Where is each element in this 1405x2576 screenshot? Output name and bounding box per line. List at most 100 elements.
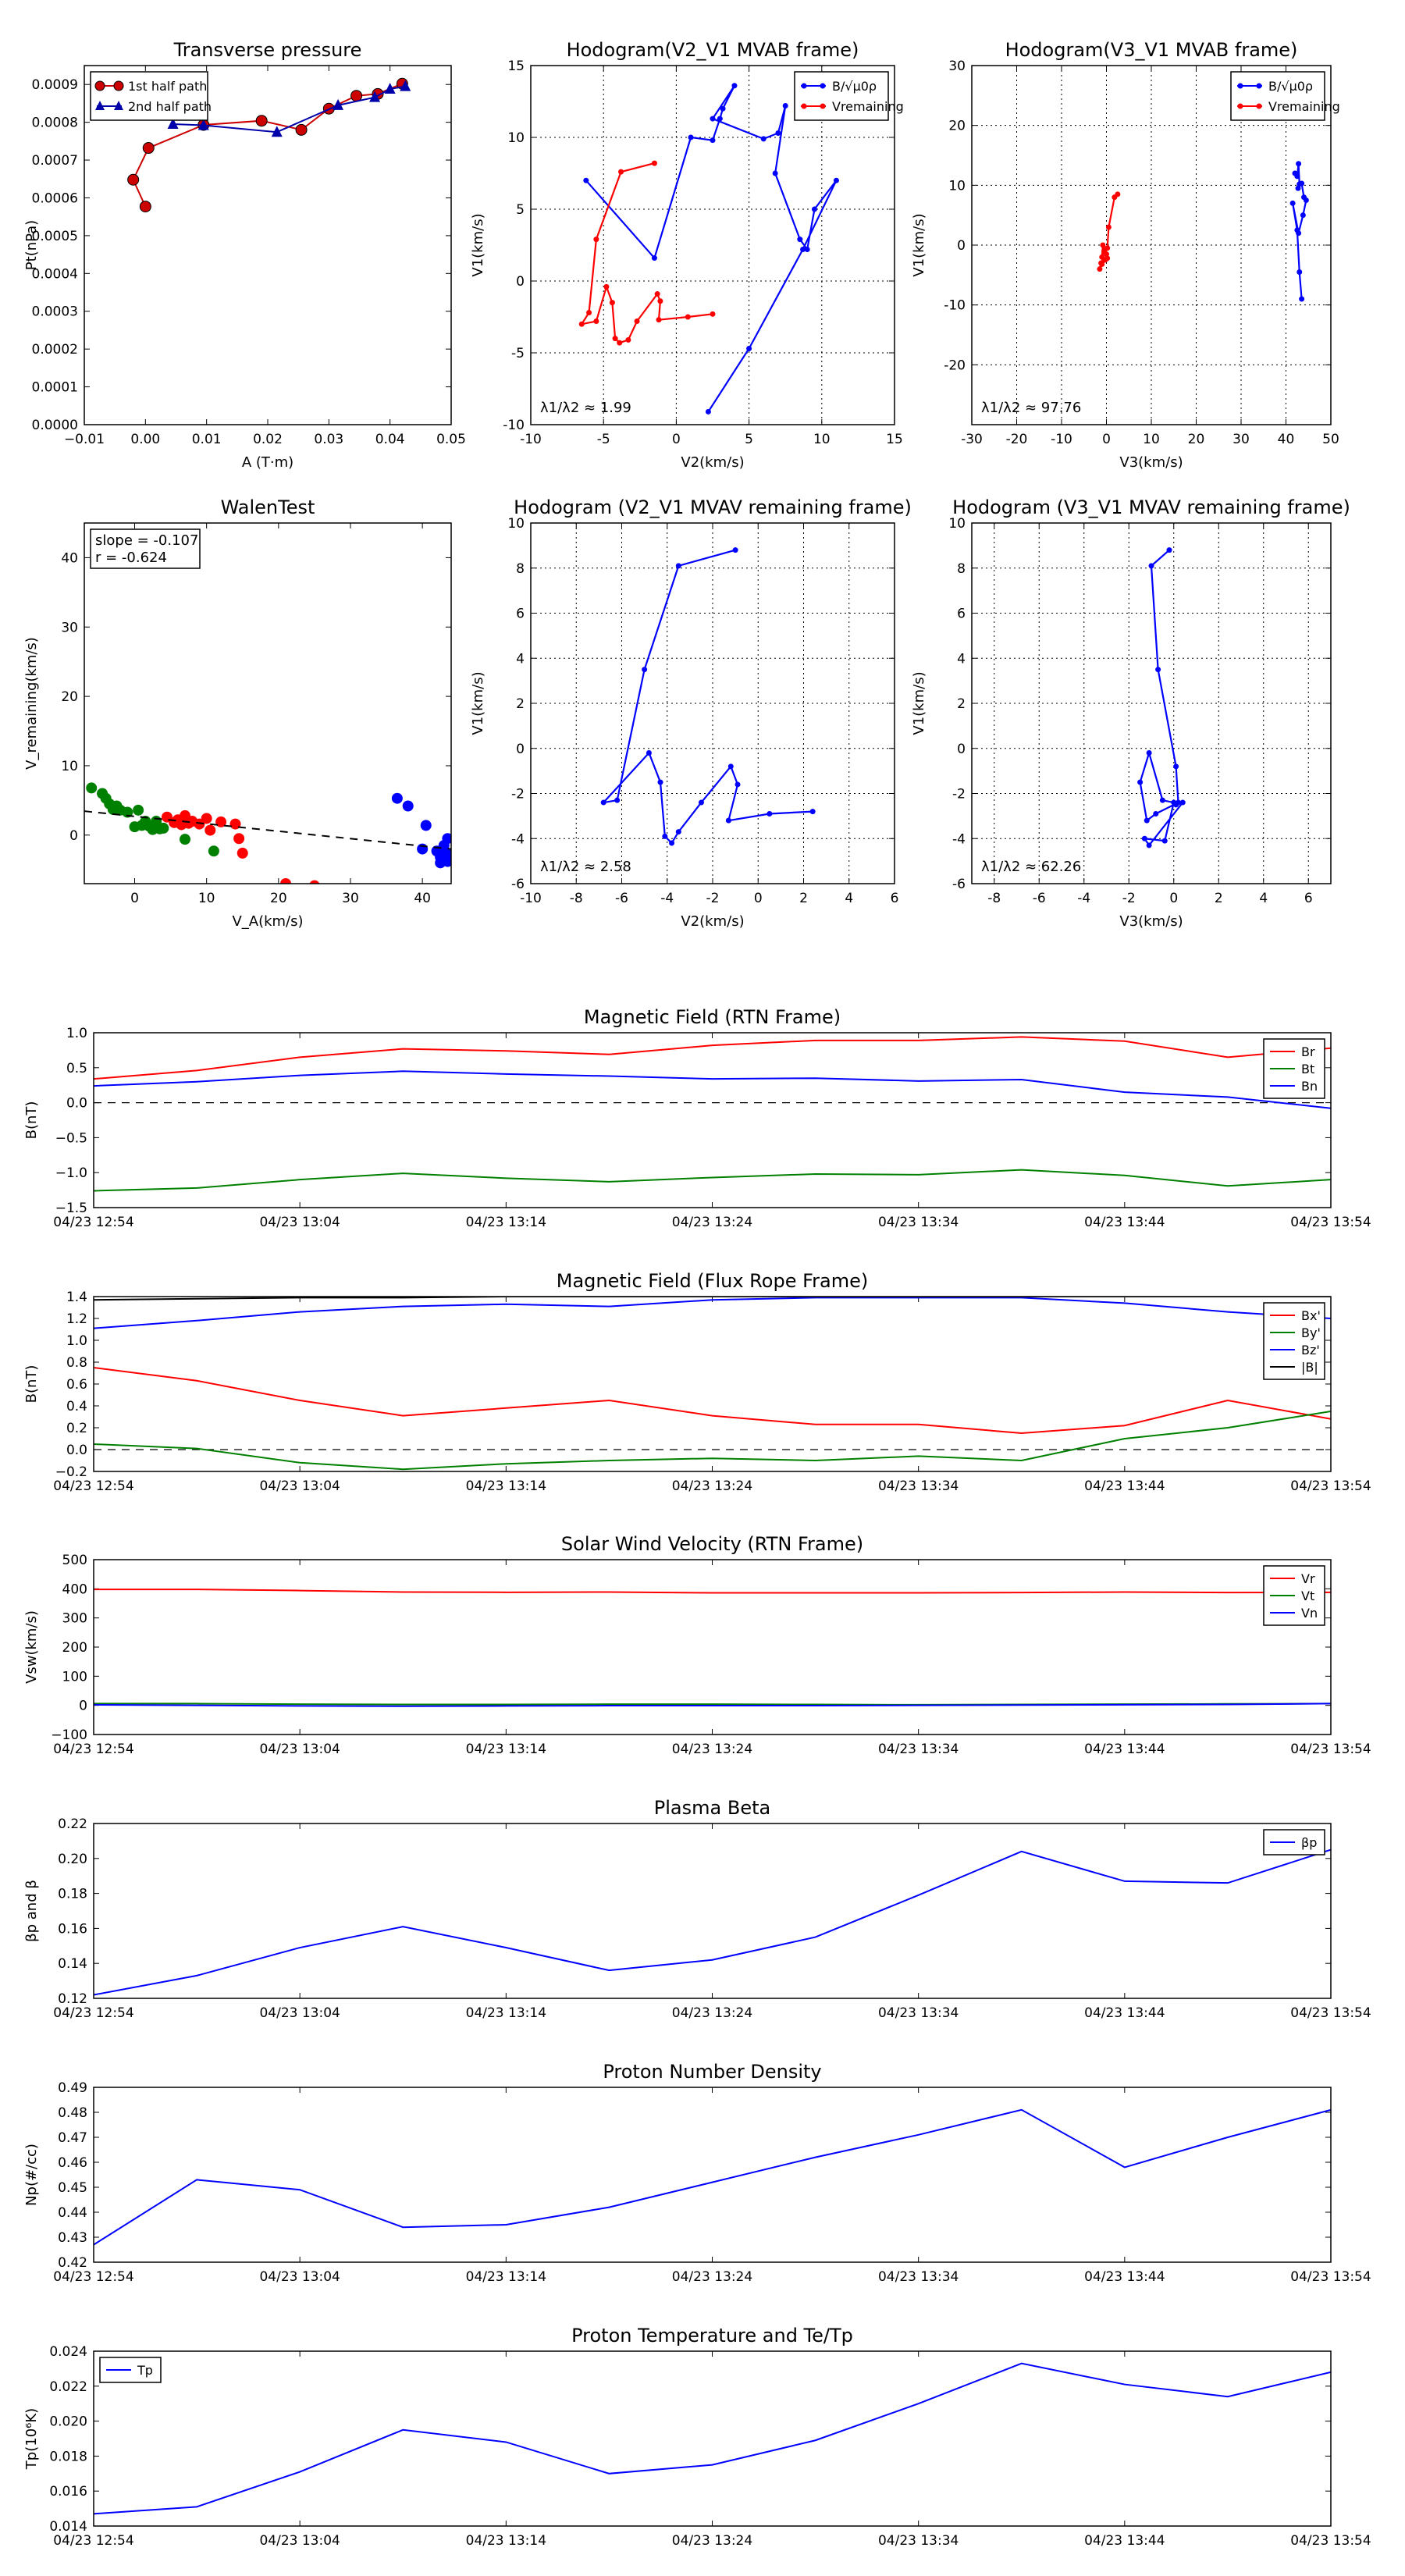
data-point <box>772 170 778 176</box>
data-point <box>400 80 411 91</box>
x-tick-label: 4 <box>1259 891 1268 906</box>
plot-area <box>94 1589 1331 1707</box>
panel-transverse_pressure: Transverse pressure −0.01 0.00 0.01 0.02 0.03… <box>23 39 466 471</box>
data-point <box>710 311 716 317</box>
y-tick-label: 10 <box>948 178 966 194</box>
panel-hodogram_v2v1_mvav: Hodogram (V2_V1 MVAV remaining frame) -10… <box>470 496 912 930</box>
y-axis-label: βp and β <box>23 1880 40 1942</box>
eigenvalue-ratio: λ1/λ2 ≈ 62.26 <box>981 859 1081 875</box>
legend-box <box>794 71 889 121</box>
legend: βp <box>1263 1829 1325 1856</box>
legend-marker <box>113 80 124 91</box>
y-tick-label: 20 <box>61 689 78 705</box>
y-tick-label: 0.16 <box>58 1921 87 1937</box>
y-tick-label: 0.022 <box>49 2379 87 2395</box>
data-point <box>646 750 652 756</box>
y-tick-label: 0.4 <box>66 1399 87 1414</box>
x-tick-label: 04/23 12:54 <box>53 2533 133 2549</box>
y-tick-label: 0.0 <box>66 1096 87 1112</box>
plot-frame <box>93 1032 1332 1208</box>
x-tick-label: 04/23 13:04 <box>259 1742 340 1757</box>
data-point <box>720 105 726 112</box>
data-point <box>612 336 618 342</box>
y-tick-label: 0.45 <box>58 2180 87 2196</box>
plot-frame <box>84 65 452 425</box>
data-point <box>295 123 308 136</box>
x-tick-label: -5 <box>597 432 610 447</box>
data-point <box>1159 797 1165 803</box>
data-point <box>1146 750 1152 756</box>
scatter-point <box>180 834 191 845</box>
legend-label: Bx' <box>1301 1308 1321 1323</box>
x-tick-label: -8 <box>987 891 1001 906</box>
plot-frame <box>971 522 1332 884</box>
data-point <box>600 799 606 806</box>
x-axis-label: V2(km/s) <box>681 913 744 930</box>
data-point <box>1294 227 1300 233</box>
legend: 1st half path 2nd half path <box>90 71 212 121</box>
x-tick-label: 04/23 13:14 <box>466 2269 546 2285</box>
data-point <box>710 137 716 144</box>
y-axis-label: B(nT) <box>23 1365 40 1404</box>
data-point <box>657 779 663 785</box>
x-tick-label: 20 <box>1188 432 1205 447</box>
x-tick-label: 40 <box>414 891 431 906</box>
scatter-point <box>438 847 450 859</box>
y-tick-label: -4 <box>511 831 525 847</box>
y-tick-label: 0.0006 <box>32 190 78 206</box>
y-axis-label: B(nT) <box>23 1101 40 1140</box>
x-tick-label: 5 <box>745 432 753 447</box>
data-point <box>797 237 803 243</box>
x-tick-label: -10 <box>520 891 542 906</box>
series-line-1sthalfpath <box>132 83 403 208</box>
data-point <box>782 103 788 109</box>
x-tick-label: 04/23 13:34 <box>878 2005 959 2021</box>
legend-label: |B| <box>1301 1360 1318 1375</box>
y-tick-label: 0 <box>516 274 525 290</box>
data-point <box>350 90 363 102</box>
data-point <box>1100 242 1106 248</box>
scatter-point <box>402 800 414 812</box>
data-point <box>732 547 738 553</box>
y-tick-label: 0.0 <box>66 1443 87 1458</box>
x-tick-label: 04/23 13:44 <box>1084 1478 1165 1494</box>
plot-frame <box>530 65 895 425</box>
data-point <box>727 763 734 770</box>
y-tick-label: -4 <box>952 831 966 847</box>
y-tick-label: -20 <box>944 358 966 373</box>
data-point <box>578 321 585 327</box>
x-tick-label: −0.01 <box>64 432 105 447</box>
y-tick-label: 0.0007 <box>32 153 78 169</box>
x-tick-label: -20 <box>1006 432 1028 447</box>
x-tick-label: 04/23 13:14 <box>466 1742 546 1757</box>
x-tick-label: 04/23 13:44 <box>1084 2005 1165 2021</box>
x-tick-label: 30 <box>1232 432 1250 447</box>
data-point <box>603 283 610 290</box>
y-tick-label: 5 <box>516 202 525 218</box>
x-tick-label: 0 <box>1102 432 1111 447</box>
y-tick-label: 0.43 <box>58 2230 87 2246</box>
data-point <box>669 840 675 846</box>
y-tick-label: 30 <box>61 620 78 635</box>
y-tick-label: −1.0 <box>55 1165 87 1181</box>
x-tick-label: 04/23 13:24 <box>672 2005 752 2021</box>
y-tick-label: 0 <box>957 238 966 254</box>
x-tick-label: 04/23 12:54 <box>53 1742 133 1757</box>
data-point <box>127 173 140 186</box>
y-tick-label: −100 <box>51 1727 87 1743</box>
x-tick-label: 0 <box>1169 891 1178 906</box>
legend-label: Vr <box>1301 1571 1315 1586</box>
y-tick-label: 0.024 <box>49 2344 87 2360</box>
x-tick-label: 04/23 12:54 <box>53 1215 133 1230</box>
y-tick-label: 8 <box>957 561 966 577</box>
series-line-bz <box>94 1297 1331 1329</box>
legend-marker <box>801 103 807 109</box>
y-tick-label: −0.5 <box>55 1130 87 1146</box>
data-point <box>698 799 704 806</box>
x-tick-label: 04/23 13:24 <box>672 1215 752 1230</box>
x-tick-label: -2 <box>706 891 720 906</box>
x-axis-label: A (T·m) <box>242 454 293 471</box>
x-tick-label: 10 <box>198 891 215 906</box>
x-tick-label: 2 <box>1215 891 1223 906</box>
plot-area <box>578 83 839 415</box>
